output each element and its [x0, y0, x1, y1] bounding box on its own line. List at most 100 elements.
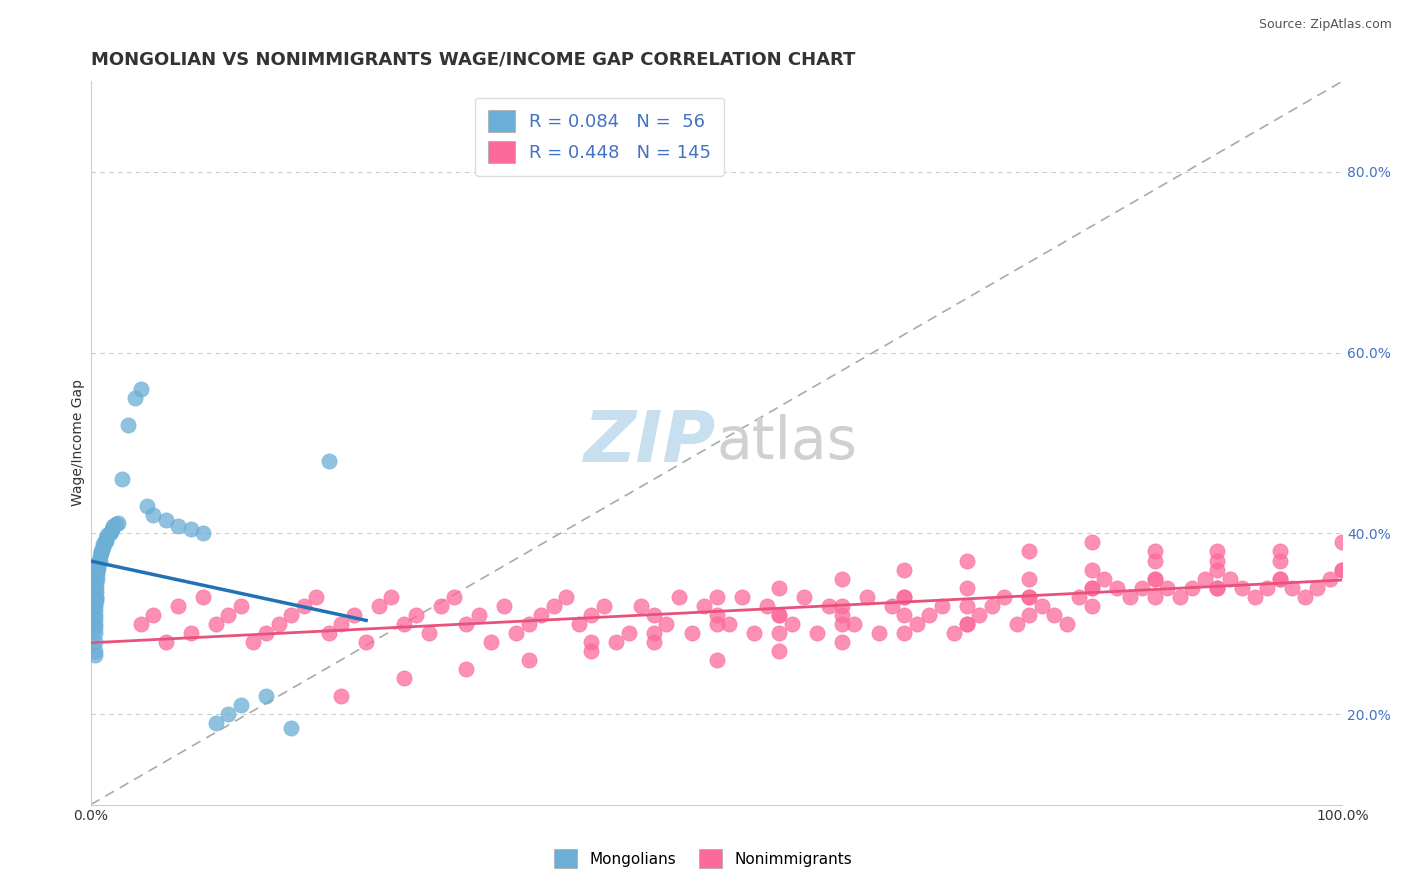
Point	[543, 599, 565, 613]
Point	[205, 716, 228, 731]
Text: atlas: atlas	[717, 415, 858, 472]
Point	[380, 590, 402, 604]
Point	[893, 607, 915, 622]
Point	[136, 500, 159, 514]
Point	[768, 625, 790, 640]
Point	[1130, 581, 1153, 595]
Point	[193, 526, 215, 541]
Point	[1206, 553, 1229, 567]
Point	[84, 576, 107, 591]
Point	[581, 635, 603, 649]
Point	[83, 599, 105, 613]
Point	[392, 671, 415, 685]
Point	[505, 625, 527, 640]
Point	[93, 535, 115, 549]
Point	[479, 635, 502, 649]
Point	[806, 625, 828, 640]
Point	[1256, 581, 1278, 595]
Point	[142, 607, 165, 622]
Point	[718, 616, 741, 631]
Point	[100, 524, 122, 539]
Point	[84, 594, 107, 608]
Point	[742, 625, 765, 640]
Point	[318, 625, 340, 640]
Point	[1081, 563, 1104, 577]
Point	[342, 607, 364, 622]
Point	[83, 603, 105, 617]
Point	[430, 599, 453, 613]
Point	[831, 635, 853, 649]
Point	[89, 549, 111, 563]
Point	[1268, 553, 1291, 567]
Point	[1105, 581, 1128, 595]
Point	[1181, 581, 1204, 595]
Point	[330, 689, 353, 703]
Point	[1094, 572, 1116, 586]
Point	[83, 621, 105, 635]
Point	[83, 644, 105, 658]
Point	[456, 616, 478, 631]
Point	[94, 531, 117, 545]
Point	[1206, 563, 1229, 577]
Point	[706, 616, 728, 631]
Point	[84, 585, 107, 599]
Point	[931, 599, 953, 613]
Point	[217, 707, 239, 722]
Point	[167, 519, 190, 533]
Point	[643, 635, 665, 649]
Point	[844, 616, 866, 631]
Point	[354, 635, 377, 649]
Point	[90, 544, 112, 558]
Point	[1331, 563, 1354, 577]
Point	[568, 616, 591, 631]
Point	[617, 625, 640, 640]
Point	[89, 553, 111, 567]
Point	[768, 607, 790, 622]
Point	[254, 689, 277, 703]
Point	[581, 644, 603, 658]
Point	[831, 616, 853, 631]
Point	[1206, 544, 1229, 558]
Point	[155, 635, 177, 649]
Point	[831, 572, 853, 586]
Point	[1143, 553, 1166, 567]
Text: ZIP: ZIP	[585, 409, 717, 477]
Point	[267, 616, 290, 631]
Point	[1268, 572, 1291, 586]
Point	[868, 625, 890, 640]
Point	[492, 599, 515, 613]
Point	[1031, 599, 1053, 613]
Point	[129, 616, 152, 631]
Point	[530, 607, 553, 622]
Point	[655, 616, 678, 631]
Point	[993, 590, 1015, 604]
Point	[668, 590, 690, 604]
Point	[1268, 544, 1291, 558]
Legend: Mongolians, Nonimmigrants: Mongolians, Nonimmigrants	[547, 841, 859, 875]
Point	[86, 565, 108, 579]
Point	[1206, 581, 1229, 595]
Point	[905, 616, 928, 631]
Point	[918, 607, 941, 622]
Point	[91, 540, 114, 554]
Text: Source: ZipAtlas.com: Source: ZipAtlas.com	[1258, 18, 1392, 31]
Point	[1331, 563, 1354, 577]
Y-axis label: Wage/Income Gap: Wage/Income Gap	[72, 379, 86, 507]
Point	[1018, 544, 1040, 558]
Point	[893, 590, 915, 604]
Point	[555, 590, 578, 604]
Point	[217, 607, 239, 622]
Point	[956, 599, 979, 613]
Point	[880, 599, 903, 613]
Point	[1206, 581, 1229, 595]
Point	[1081, 581, 1104, 595]
Point	[129, 382, 152, 396]
Point	[831, 607, 853, 622]
Point	[956, 616, 979, 631]
Point	[101, 522, 124, 536]
Point	[643, 625, 665, 640]
Point	[84, 581, 107, 595]
Point	[443, 590, 465, 604]
Point	[1143, 590, 1166, 604]
Point	[86, 572, 108, 586]
